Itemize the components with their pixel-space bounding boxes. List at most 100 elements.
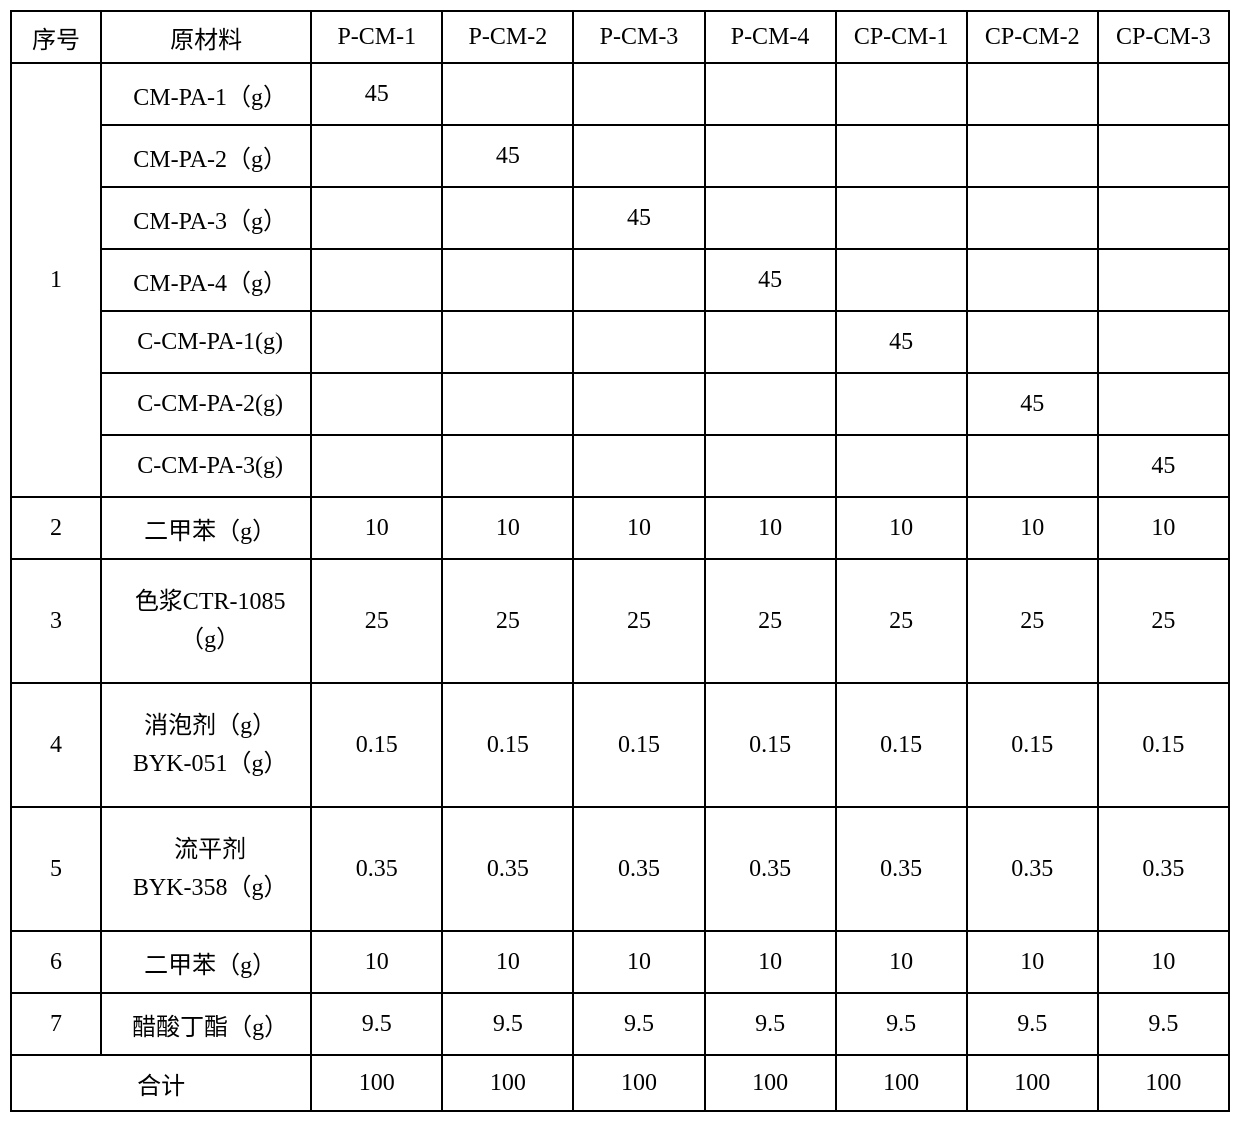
table-total-row: 合计 100 100 100 100 100 100 100 xyxy=(11,1055,1229,1111)
data-cell xyxy=(311,311,442,373)
total-cell: 100 xyxy=(967,1055,1098,1111)
data-cell: 10 xyxy=(967,497,1098,559)
data-cell xyxy=(442,435,573,497)
data-cell xyxy=(967,125,1098,187)
material-cell: 二甲苯（g） xyxy=(101,931,311,993)
material-cell: C-CM-PA-3(g) xyxy=(101,435,311,497)
data-cell xyxy=(705,373,836,435)
total-cell: 100 xyxy=(311,1055,442,1111)
header-cpcm2: CP-CM-2 xyxy=(967,11,1098,63)
data-cell xyxy=(705,187,836,249)
data-cell: 0.35 xyxy=(836,807,967,931)
table-row: 7 醋酸丁酯（g） 9.5 9.5 9.5 9.5 9.5 9.5 9.5 xyxy=(11,993,1229,1055)
material-line2: BYK-051（g） xyxy=(133,751,288,777)
data-cell xyxy=(1098,125,1229,187)
header-cpcm1: CP-CM-1 xyxy=(836,11,967,63)
seq-cell: 5 xyxy=(11,807,101,931)
material-cell: 醋酸丁酯（g） xyxy=(101,993,311,1055)
seq-cell: 4 xyxy=(11,683,101,807)
materials-table: 序号 原材料 P-CM-1 P-CM-2 P-CM-3 P-CM-4 CP-CM… xyxy=(10,10,1230,1112)
material-cell: CM-PA-3（g） xyxy=(101,187,311,249)
table-row: 2 二甲苯（g） 10 10 10 10 10 10 10 xyxy=(11,497,1229,559)
data-cell: 0.15 xyxy=(1098,683,1229,807)
data-cell xyxy=(311,187,442,249)
data-cell: 45 xyxy=(836,311,967,373)
header-pcm4: P-CM-4 xyxy=(705,11,836,63)
total-label: 合计 xyxy=(11,1055,311,1111)
total-cell: 100 xyxy=(836,1055,967,1111)
data-cell xyxy=(705,435,836,497)
material-cell: 消泡剂（g） BYK-051（g） xyxy=(101,683,311,807)
total-cell: 100 xyxy=(705,1055,836,1111)
data-cell: 45 xyxy=(573,187,704,249)
total-cell: 100 xyxy=(442,1055,573,1111)
data-cell xyxy=(836,373,967,435)
data-cell: 10 xyxy=(705,931,836,993)
data-cell xyxy=(836,63,967,125)
data-cell xyxy=(573,125,704,187)
data-cell: 25 xyxy=(705,559,836,683)
data-cell: 0.15 xyxy=(442,683,573,807)
seq-cell: 3 xyxy=(11,559,101,683)
table-row: 6 二甲苯（g） 10 10 10 10 10 10 10 xyxy=(11,931,1229,993)
data-cell xyxy=(573,249,704,311)
total-cell: 100 xyxy=(1098,1055,1229,1111)
table-row: 5 流平剂 BYK-358（g） 0.35 0.35 0.35 0.35 0.3… xyxy=(11,807,1229,931)
data-cell xyxy=(705,311,836,373)
data-cell xyxy=(573,63,704,125)
data-cell: 10 xyxy=(311,931,442,993)
material-cell: CM-PA-2（g） xyxy=(101,125,311,187)
data-cell xyxy=(442,311,573,373)
data-cell xyxy=(1098,249,1229,311)
header-material: 原材料 xyxy=(101,11,311,63)
data-cell xyxy=(311,249,442,311)
data-cell: 0.15 xyxy=(705,683,836,807)
data-cell: 9.5 xyxy=(311,993,442,1055)
seq-cell: 2 xyxy=(11,497,101,559)
data-cell xyxy=(836,435,967,497)
data-cell xyxy=(442,249,573,311)
data-cell: 0.35 xyxy=(442,807,573,931)
data-cell xyxy=(705,63,836,125)
table-row: CM-PA-3（g） 45 xyxy=(11,187,1229,249)
data-cell: 0.35 xyxy=(573,807,704,931)
material-cell: C-CM-PA-2(g) xyxy=(101,373,311,435)
table-row: 4 消泡剂（g） BYK-051（g） 0.15 0.15 0.15 0.15 … xyxy=(11,683,1229,807)
data-cell: 45 xyxy=(442,125,573,187)
data-cell xyxy=(836,249,967,311)
table-row: 3 色浆CTR-1085 （g） 25 25 25 25 25 25 25 xyxy=(11,559,1229,683)
data-cell xyxy=(442,373,573,435)
data-cell: 0.15 xyxy=(311,683,442,807)
data-cell: 10 xyxy=(442,931,573,993)
data-cell: 0.35 xyxy=(705,807,836,931)
data-cell xyxy=(1098,187,1229,249)
data-cell: 25 xyxy=(967,559,1098,683)
data-cell: 10 xyxy=(967,931,1098,993)
header-pcm1: P-CM-1 xyxy=(311,11,442,63)
data-cell: 10 xyxy=(442,497,573,559)
seq-cell: 1 xyxy=(11,63,101,497)
data-cell: 10 xyxy=(836,497,967,559)
data-cell: 45 xyxy=(967,373,1098,435)
material-cell: 色浆CTR-1085 （g） xyxy=(101,559,311,683)
data-cell xyxy=(573,435,704,497)
data-cell: 9.5 xyxy=(573,993,704,1055)
data-cell xyxy=(442,187,573,249)
data-cell: 0.35 xyxy=(1098,807,1229,931)
data-cell xyxy=(967,311,1098,373)
data-cell xyxy=(836,187,967,249)
material-line1: 消泡剂（g） xyxy=(144,713,276,739)
data-cell: 10 xyxy=(573,931,704,993)
material-cell: CM-PA-4（g） xyxy=(101,249,311,311)
data-cell: 10 xyxy=(1098,497,1229,559)
data-cell: 0.35 xyxy=(311,807,442,931)
material-cell: CM-PA-1（g） xyxy=(101,63,311,125)
header-pcm2: P-CM-2 xyxy=(442,11,573,63)
material-cell: 流平剂 BYK-358（g） xyxy=(101,807,311,931)
table-row: CM-PA-2（g） 45 xyxy=(11,125,1229,187)
data-cell: 25 xyxy=(442,559,573,683)
data-cell xyxy=(967,435,1098,497)
material-line1: 色浆CTR-1085 xyxy=(135,589,286,615)
data-cell: 0.15 xyxy=(573,683,704,807)
total-cell: 100 xyxy=(573,1055,704,1111)
